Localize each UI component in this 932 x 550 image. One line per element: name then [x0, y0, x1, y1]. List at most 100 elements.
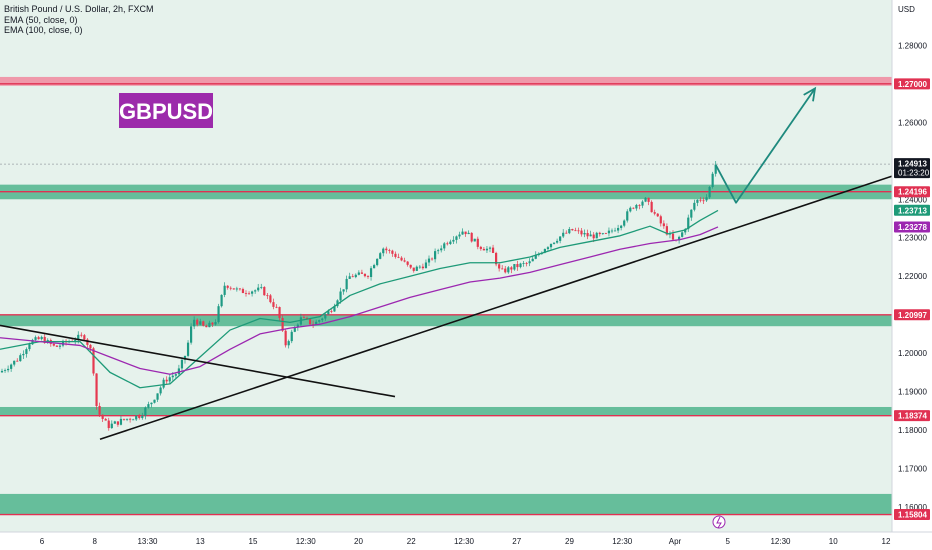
candle-body [635, 204, 638, 209]
candle [690, 209, 693, 221]
candle-body [437, 250, 440, 252]
candle [440, 245, 443, 253]
ema100-legend[interactable]: EMA (100, close, 0) [4, 25, 83, 35]
price-label-text: 1.23713 [898, 206, 927, 215]
x-tick-label: 5 [726, 537, 731, 546]
candle [528, 258, 531, 267]
candle-body [98, 405, 101, 415]
candle-body [427, 258, 431, 263]
ema50-legend[interactable]: EMA (50, close, 0) [4, 14, 78, 25]
candle [498, 262, 501, 272]
candle [656, 213, 659, 218]
projection-arrowhead [803, 86, 817, 102]
x-tick-label: 12 [882, 537, 891, 546]
candle [430, 257, 434, 261]
candle [473, 238, 476, 242]
candle-body [400, 257, 403, 261]
x-tick-label: 20 [354, 537, 363, 546]
candle-body [513, 264, 516, 270]
candle-body [272, 302, 275, 307]
candle [424, 259, 428, 269]
candle [238, 288, 241, 291]
candle-body [351, 276, 354, 278]
candle [418, 264, 421, 269]
candle [168, 373, 171, 384]
symbol-line[interactable]: British Pound / U.S. Dollar, 2h, FXCM [4, 4, 154, 14]
candle [671, 230, 675, 241]
candle [287, 339, 290, 349]
candle [501, 265, 504, 270]
candle [80, 332, 83, 338]
candle [546, 246, 550, 251]
price-label: 1.23278 [894, 221, 930, 233]
candle-body [708, 187, 711, 198]
candle [577, 227, 580, 234]
candle [202, 320, 205, 327]
candle [113, 420, 116, 424]
candle-body [92, 348, 95, 374]
candle [199, 318, 202, 326]
candle-body [144, 407, 147, 416]
candle-body [229, 287, 232, 289]
candle-body [110, 423, 113, 429]
candle [272, 298, 275, 310]
candle-body [574, 230, 577, 232]
candle-body [52, 343, 55, 346]
candle [257, 283, 260, 292]
candle-body [43, 336, 46, 343]
candle-body [244, 293, 248, 294]
candle [659, 214, 662, 227]
candle [556, 238, 559, 244]
candle [681, 231, 684, 238]
candle-body [211, 322, 214, 325]
symbol-badge: GBPUSD [119, 93, 213, 128]
candle [223, 282, 226, 298]
candle-body [34, 337, 37, 340]
candle [193, 316, 196, 330]
candle-body [470, 232, 473, 242]
candle-body [379, 253, 382, 259]
candle-body [665, 226, 668, 235]
candle [269, 293, 272, 304]
candle-body [501, 268, 504, 270]
candle-body [132, 419, 135, 421]
candle [153, 399, 156, 404]
candle [485, 246, 489, 254]
candle-body [284, 330, 287, 346]
candle-body [607, 230, 611, 234]
candle [552, 242, 556, 245]
x-tick-label: 29 [565, 537, 574, 546]
price-label-bg [894, 410, 930, 422]
candle-body [565, 232, 568, 234]
candle-body [693, 202, 696, 210]
candle-body [223, 285, 226, 295]
candle [568, 226, 571, 235]
candle-body [138, 415, 141, 419]
candle [702, 197, 705, 204]
candle [141, 412, 144, 420]
candle [516, 260, 519, 271]
candle-body [28, 344, 31, 350]
candle-body [3, 370, 7, 371]
candle-body [190, 326, 193, 343]
candle [662, 220, 665, 229]
candle [3, 368, 7, 373]
candle [229, 286, 232, 291]
candle-body [287, 341, 290, 346]
x-tick-label: 10 [829, 537, 838, 546]
price-label-text: 1.23278 [898, 223, 927, 232]
candle [244, 290, 248, 297]
candle [275, 304, 278, 309]
candle-body [656, 213, 659, 217]
candle-body [604, 233, 607, 235]
candle-body [116, 421, 119, 425]
candle-body [275, 306, 278, 308]
price-label-text: 1.24913 [898, 160, 927, 169]
candle-body [119, 418, 123, 425]
candle [513, 264, 516, 271]
candle [333, 303, 336, 312]
candle-body [177, 368, 180, 375]
candle-body [589, 234, 592, 237]
